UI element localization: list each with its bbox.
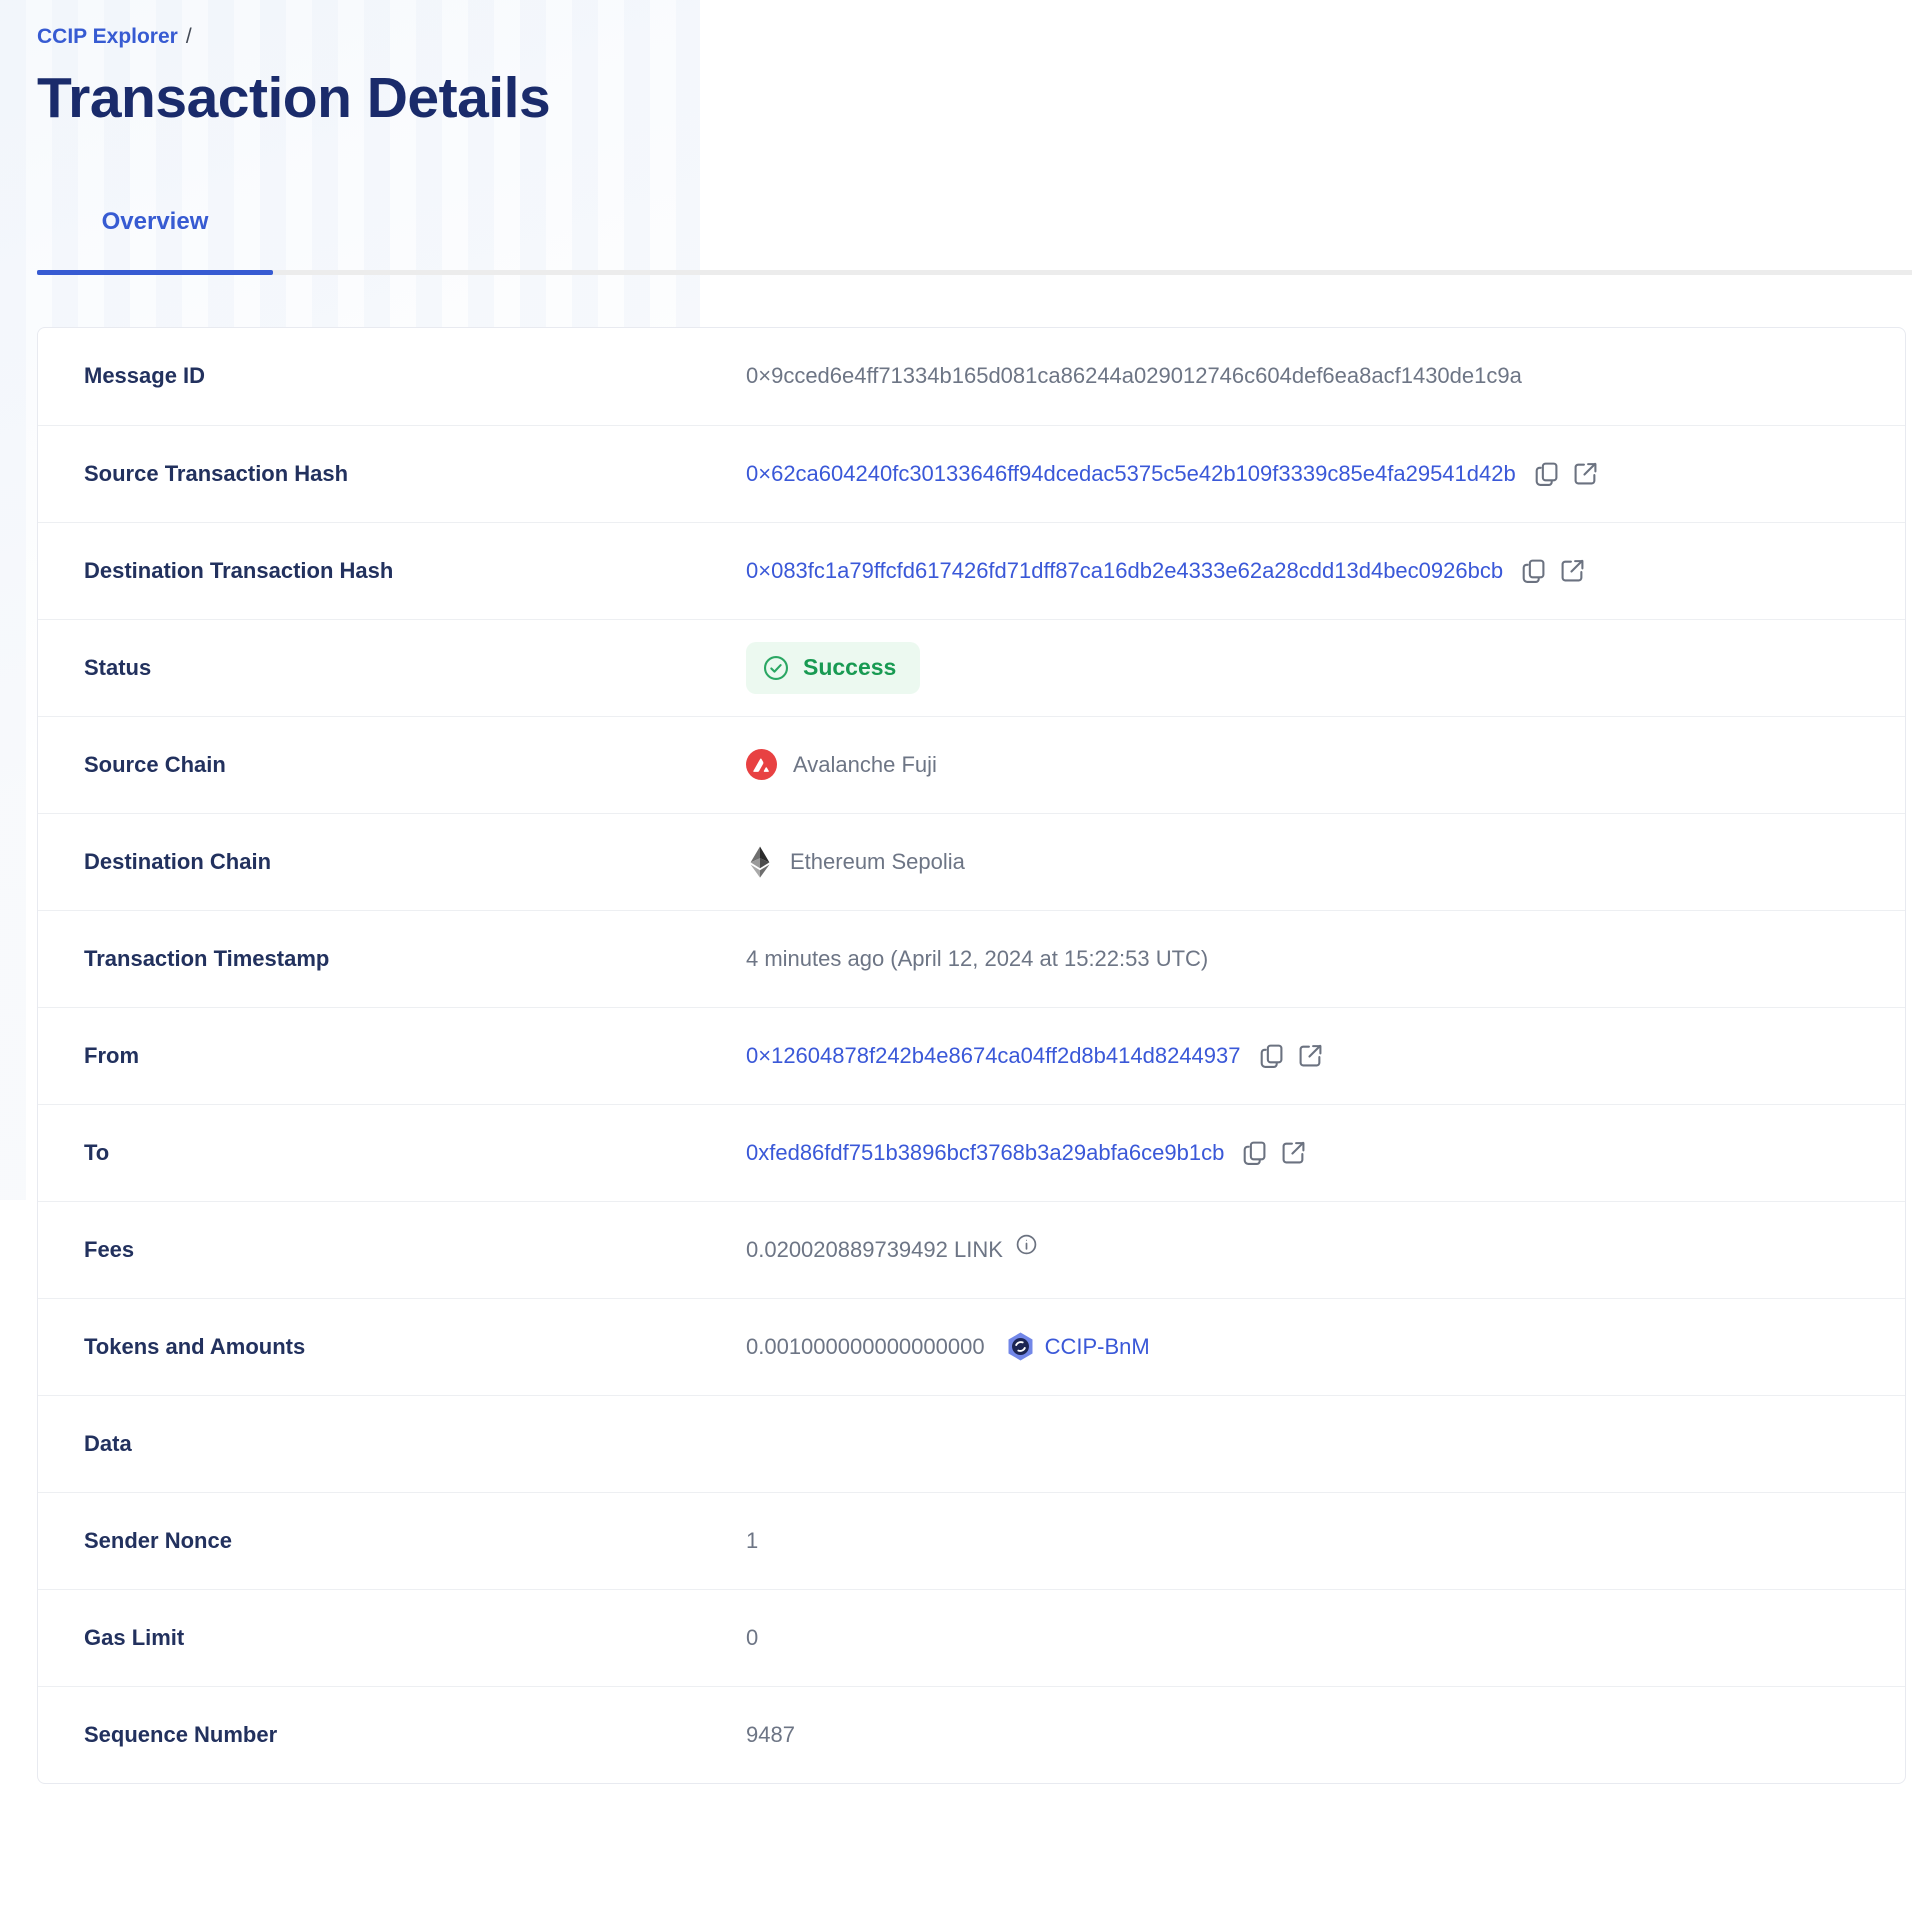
table-row-destination-tx-hash: Destination Transaction Hash 0×083fc1a79… bbox=[38, 521, 1905, 619]
destination-tx-hash-link[interactable]: 0×083fc1a79ffcfd617426fd71dff87ca16db2e4… bbox=[746, 557, 1504, 583]
copy-icon[interactable] bbox=[1534, 461, 1559, 487]
check-circle-icon bbox=[762, 654, 790, 682]
tab-bar: Overview bbox=[37, 208, 1912, 275]
source-tx-hash-link[interactable]: 0×62ca604240fc30133646ff94dcedac5375c5e4… bbox=[746, 460, 1516, 486]
info-icon[interactable] bbox=[1015, 1233, 1038, 1262]
row-label: Status bbox=[84, 654, 152, 680]
table-row-tokens-and-amounts: Tokens and Amounts 0.001000000000000000 … bbox=[38, 1297, 1905, 1395]
tab-overview[interactable]: Overview bbox=[101, 207, 209, 235]
row-label: Source Transaction Hash bbox=[84, 460, 349, 486]
row-label: Destination Chain bbox=[84, 848, 272, 874]
from-address-link[interactable]: 0×12604878f242b4e8674ca04ff2d8b414d82449… bbox=[746, 1042, 1241, 1068]
row-label: Sequence Number bbox=[84, 1721, 278, 1747]
ccip-bnm-token-icon bbox=[1005, 1331, 1036, 1362]
external-link-icon[interactable] bbox=[1281, 1140, 1306, 1165]
table-row-from: From 0×12604878f242b4e8674ca04ff2d8b414d… bbox=[38, 1006, 1905, 1104]
token-amount-value: 0.001000000000000000 bbox=[746, 1333, 985, 1359]
copy-icon[interactable] bbox=[1259, 1043, 1284, 1069]
breadcrumb-separator: / bbox=[185, 25, 192, 48]
gas-limit-value: 0 bbox=[746, 1624, 759, 1650]
row-label: From bbox=[84, 1042, 139, 1068]
row-label: Tokens and Amounts bbox=[84, 1333, 306, 1359]
row-label: Source Chain bbox=[84, 751, 226, 777]
breadcrumb: CCIP Explorer / bbox=[37, 24, 1912, 50]
sequence-number-value: 9487 bbox=[746, 1721, 795, 1747]
table-row-gas-limit: Gas Limit 0 bbox=[38, 1588, 1905, 1686]
fees-value: 0.020020889739492 LINK bbox=[746, 1236, 1003, 1262]
table-row-message-id: Message ID 0×9cced6e4ff71334b165d081ca86… bbox=[38, 328, 1905, 425]
status-badge: Success bbox=[746, 641, 921, 694]
table-row-sequence-number: Sequence Number 9487 bbox=[38, 1685, 1905, 1783]
tab-underline bbox=[37, 269, 1912, 275]
row-label: Gas Limit bbox=[84, 1624, 185, 1650]
page-title: Transaction Details bbox=[37, 66, 551, 130]
status-text: Success bbox=[803, 654, 897, 681]
active-tab-indicator bbox=[37, 269, 273, 275]
ethereum-icon bbox=[750, 846, 770, 878]
table-row-transaction-timestamp: Transaction Timestamp 4 minutes ago (Apr… bbox=[38, 909, 1905, 1007]
external-link-icon[interactable] bbox=[1298, 1043, 1323, 1068]
table-row-data: Data bbox=[38, 1394, 1905, 1492]
table-row-source-chain: Source Chain Avalanche Fuji bbox=[38, 715, 1905, 813]
message-id-value: 0×9cced6e4ff71334b165d081ca86244a0290127… bbox=[746, 363, 1522, 389]
row-label: Data bbox=[84, 1430, 132, 1456]
table-row-sender-nonce: Sender Nonce 1 bbox=[38, 1491, 1905, 1589]
row-label: Sender Nonce bbox=[84, 1527, 232, 1553]
row-label: To bbox=[84, 1139, 110, 1165]
token-name: CCIP-BnM bbox=[1044, 1333, 1150, 1359]
table-row-fees: Fees 0.020020889739492 LINK bbox=[38, 1200, 1905, 1298]
transaction-details-card: Message ID 0×9cced6e4ff71334b165d081ca86… bbox=[37, 326, 1906, 1784]
copy-icon[interactable] bbox=[1521, 558, 1546, 584]
to-address-link[interactable]: 0xfed86fdf751b3896bcf3768b3a29abfa6ce9b1… bbox=[746, 1139, 1225, 1165]
avalanche-icon bbox=[746, 749, 777, 781]
destination-chain-name: Ethereum Sepolia bbox=[790, 848, 965, 874]
table-row-source-tx-hash: Source Transaction Hash 0×62ca604240fc30… bbox=[38, 424, 1905, 522]
source-chain-name: Avalanche Fuji bbox=[793, 751, 937, 777]
copy-icon[interactable] bbox=[1242, 1140, 1267, 1166]
row-label: Message ID bbox=[84, 363, 206, 389]
table-row-status: Status Success bbox=[38, 618, 1905, 716]
row-label: Transaction Timestamp bbox=[84, 945, 330, 971]
row-label: Destination Transaction Hash bbox=[84, 557, 394, 583]
transaction-details-page: CCIP Explorer / Transaction Details Overv… bbox=[37, 24, 1912, 1784]
row-label: Fees bbox=[84, 1236, 135, 1262]
sender-nonce-value: 1 bbox=[746, 1527, 759, 1553]
external-link-icon[interactable] bbox=[1573, 461, 1598, 486]
token-link[interactable]: CCIP-BnM bbox=[1005, 1331, 1150, 1362]
table-row-to: To 0xfed86fdf751b3896bcf3768b3a29abfa6ce… bbox=[38, 1103, 1905, 1201]
table-row-destination-chain: Destination Chain Ethereum Sepolia bbox=[38, 812, 1905, 910]
timestamp-value: 4 minutes ago (April 12, 2024 at 15:22:5… bbox=[746, 945, 1209, 971]
breadcrumb-link-ccip-explorer[interactable]: CCIP Explorer bbox=[37, 25, 178, 48]
external-link-icon[interactable] bbox=[1560, 558, 1585, 583]
